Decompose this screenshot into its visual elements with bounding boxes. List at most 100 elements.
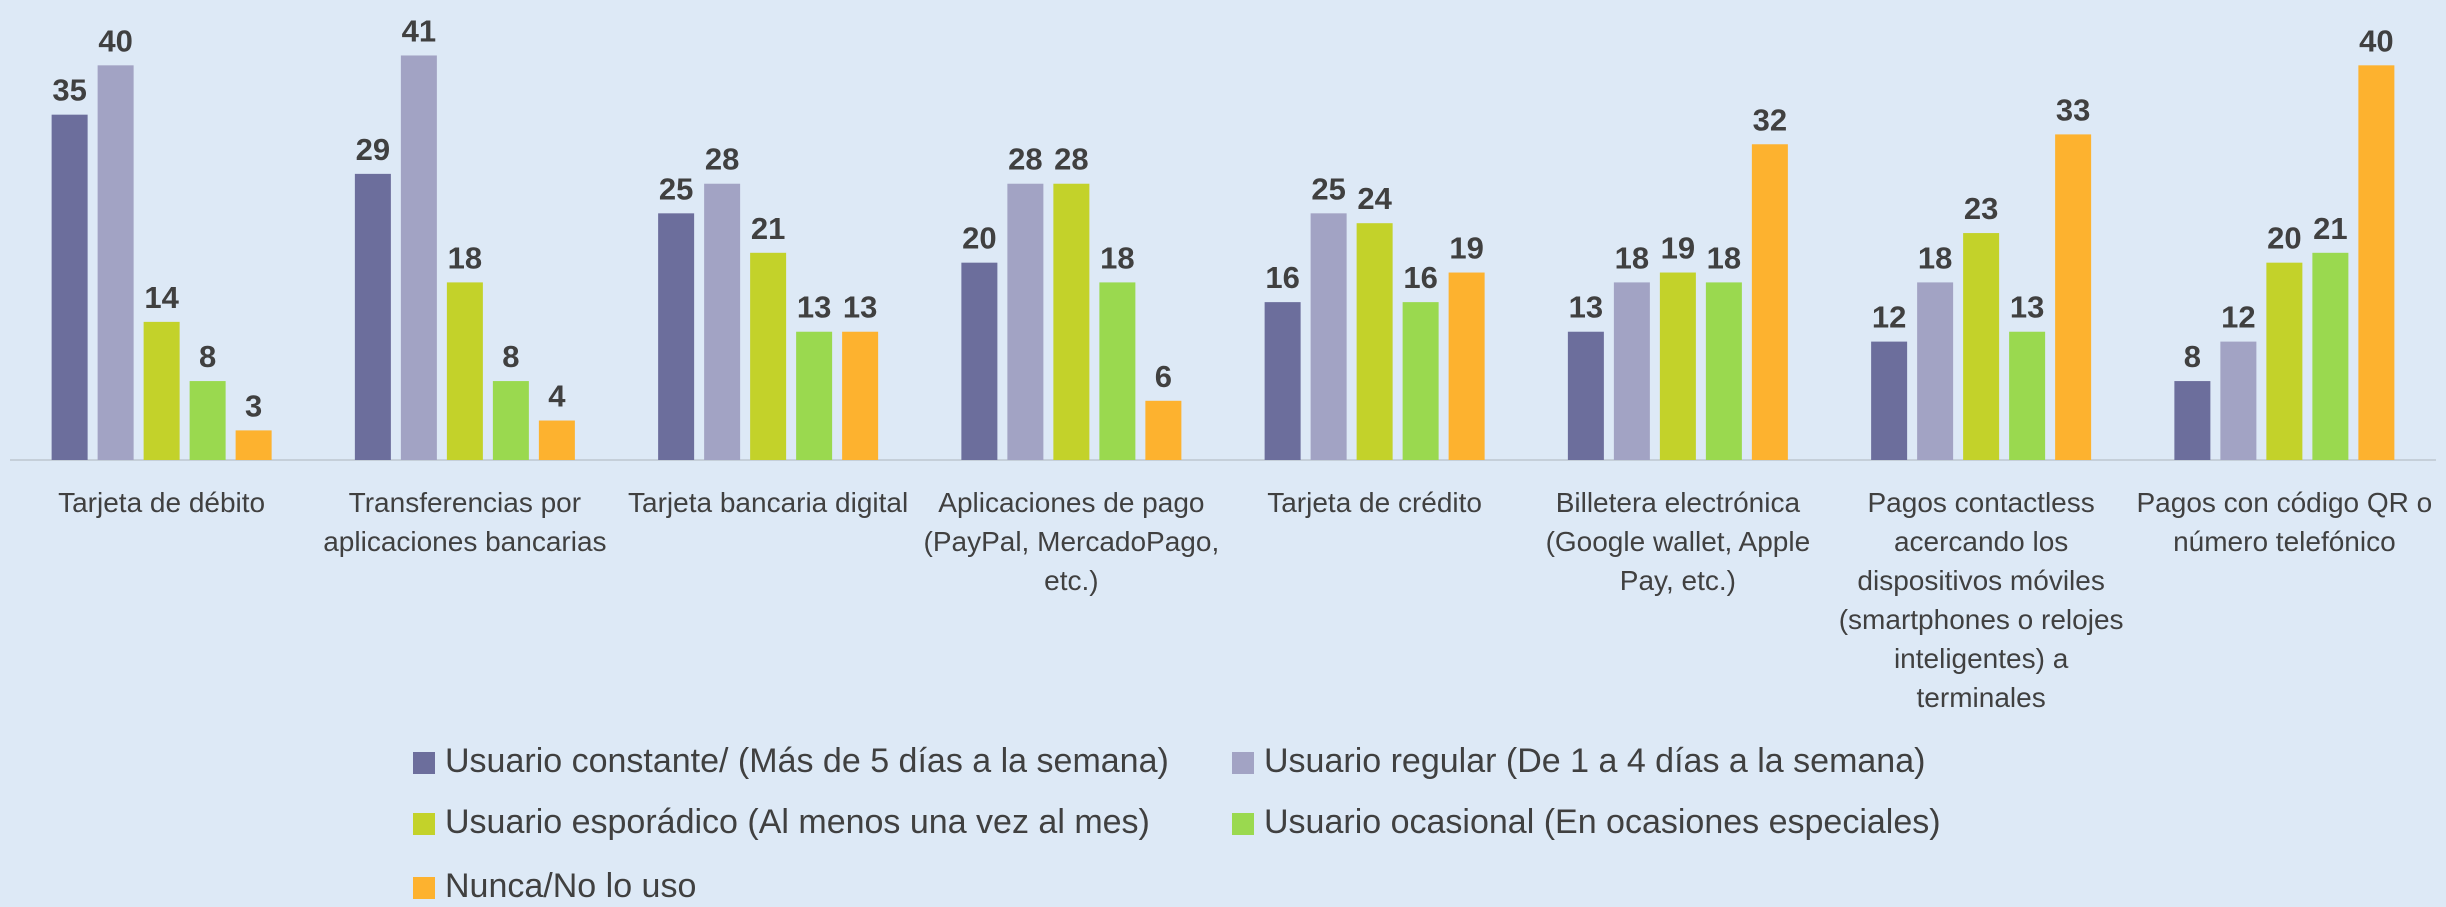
label-line: Pagos con código QR o <box>2137 487 2433 518</box>
bar <box>1310 213 1347 460</box>
bar <box>400 55 437 460</box>
label-line: etc.) <box>1044 565 1098 596</box>
bar <box>2220 341 2257 460</box>
bar <box>1448 272 1485 460</box>
data-label: 29 <box>356 132 390 167</box>
x-tick-label: Tarjeta de débito <box>58 487 265 518</box>
legend-swatch <box>413 752 435 774</box>
legend-swatch <box>413 877 435 899</box>
x-tick-label: Aplicaciones de pago (PayPal, MercadoPago… <box>924 487 1220 596</box>
label-line: Billetera electrónica <box>1556 487 1801 518</box>
label-line: (smartphones o relojes <box>1839 604 2124 635</box>
legend-swatch <box>413 813 435 835</box>
label-line: Aplicaciones de pago <box>938 487 1204 518</box>
x-tick-label: Pagos con código QR o número telefónico <box>2137 487 2433 557</box>
data-label: 19 <box>1661 231 1695 266</box>
data-label: 32 <box>1753 102 1787 137</box>
bar <box>1567 331 1604 460</box>
label-line: (Google wallet, Apple <box>1546 526 1811 557</box>
data-label: 21 <box>2313 211 2347 246</box>
data-label: 21 <box>751 211 785 246</box>
data-label: 18 <box>1100 240 1134 275</box>
data-label: 14 <box>144 280 179 315</box>
data-label: 18 <box>1918 240 1952 275</box>
bar <box>1963 233 2000 460</box>
data-label: 16 <box>1265 260 1299 295</box>
data-label: 40 <box>2359 23 2393 58</box>
data-label: 28 <box>1008 142 1042 177</box>
data-label: 8 <box>502 339 519 374</box>
bar <box>354 173 391 460</box>
legend-swatch <box>1232 752 1254 774</box>
bar <box>1264 302 1301 460</box>
legend-label: Usuario ocasional (En ocasiones especial… <box>1264 803 1941 841</box>
bar <box>189 381 226 460</box>
x-tick-label: Transferencias por aplicaciones bancarias <box>323 487 606 557</box>
label-line: terminales <box>1917 682 2046 713</box>
data-label: 16 <box>1403 260 1437 295</box>
bar <box>446 282 483 460</box>
bar <box>1402 302 1439 460</box>
bar <box>1871 341 1908 460</box>
bar <box>2009 331 2046 460</box>
bar <box>1007 183 1044 460</box>
data-label: 25 <box>1311 171 1345 206</box>
data-label: 25 <box>659 171 693 206</box>
bar <box>1099 282 1136 460</box>
legend-label: Nunca/No lo uso <box>445 867 696 905</box>
bar <box>704 183 741 460</box>
bar <box>2358 65 2395 460</box>
data-label: 12 <box>2221 300 2255 335</box>
label-line: Transferencias por <box>349 487 581 518</box>
legend-label: Usuario constante/ (Más de 5 días a la s… <box>445 742 1169 780</box>
data-label: 19 <box>1449 231 1483 266</box>
label-line: Pay, etc.) <box>1620 565 1736 596</box>
data-label: 12 <box>1872 300 1906 335</box>
legend-label: Usuario esporádico (Al menos una vez al … <box>445 803 1150 841</box>
bar <box>1053 183 1090 460</box>
data-label: 8 <box>199 339 216 374</box>
bar <box>1751 144 1788 460</box>
x-tick-label: Tarjeta de crédito <box>1267 487 1482 518</box>
bar <box>2174 381 2211 460</box>
label-line: Tarjeta de crédito <box>1267 487 1482 518</box>
bar <box>1705 282 1742 460</box>
data-label: 8 <box>2184 339 2201 374</box>
data-label: 33 <box>2056 92 2090 127</box>
x-tick-label: Billetera electrónica (Google wallet, App… <box>1546 487 1811 596</box>
data-label: 4 <box>548 379 566 414</box>
bar <box>1659 272 1696 460</box>
data-label: 20 <box>962 221 996 256</box>
data-label: 23 <box>1964 191 1998 226</box>
label-line: acercando los <box>1894 526 2068 557</box>
data-label: 6 <box>1155 359 1172 394</box>
data-label: 20 <box>2267 221 2301 256</box>
bar <box>1613 282 1650 460</box>
label-line: (PayPal, MercadoPago, <box>924 526 1220 557</box>
bar <box>2055 134 2092 460</box>
bar <box>1145 400 1182 460</box>
bar <box>51 114 88 461</box>
data-label: 13 <box>797 290 831 325</box>
label-line: aplicaciones bancarias <box>323 526 606 557</box>
data-label: 3 <box>245 388 262 423</box>
x-tick-label: Tarjeta bancaria digital <box>628 487 908 518</box>
bar <box>842 331 879 460</box>
data-label: 18 <box>448 240 482 275</box>
data-label: 28 <box>1054 142 1088 177</box>
bar <box>2266 262 2303 460</box>
data-label: 13 <box>1569 290 1603 325</box>
label-line: dispositivos móviles <box>1857 565 2104 596</box>
bar <box>658 213 695 460</box>
bar <box>961 262 998 460</box>
data-label: 28 <box>705 142 739 177</box>
bar <box>2312 252 2349 460</box>
data-label: 18 <box>1707 240 1741 275</box>
bar <box>235 430 272 460</box>
x-tick-label: Pagos contactless acercando los dispositiv… <box>1839 487 2124 713</box>
bar <box>796 331 833 460</box>
bar <box>1356 223 1393 460</box>
data-label: 35 <box>52 73 86 108</box>
bar <box>538 420 575 460</box>
